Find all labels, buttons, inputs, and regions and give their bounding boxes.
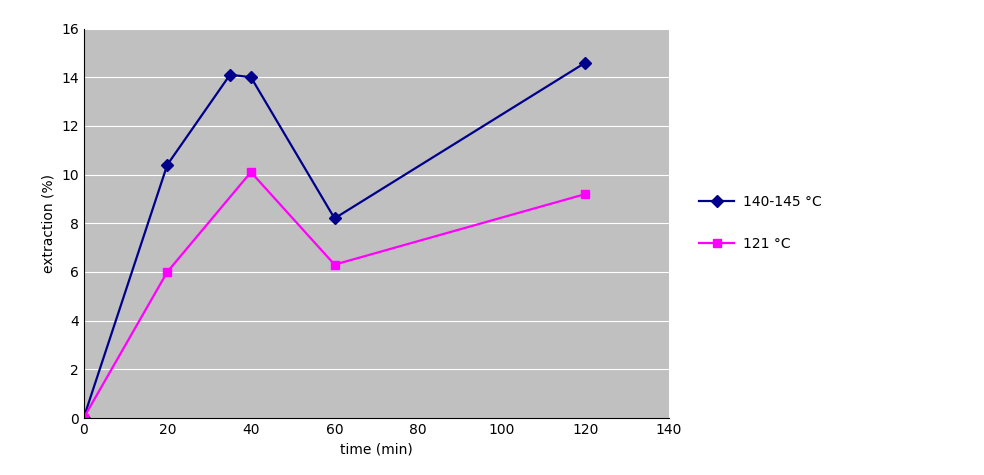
Line: 121 °C: 121 °C — [80, 168, 589, 422]
121 °C — [78, 415, 90, 421]
121 °C — [245, 169, 257, 175]
Line: 140-145 °C: 140-145 °C — [80, 58, 589, 422]
140-145 °C — [78, 415, 90, 421]
Legend: 140-145 °C, 121 °C: 140-145 °C, 121 °C — [700, 195, 822, 251]
X-axis label: time (min): time (min) — [340, 442, 412, 456]
Y-axis label: extraction (%): extraction (%) — [41, 174, 55, 273]
121 °C — [161, 269, 173, 275]
140-145 °C — [161, 162, 173, 168]
140-145 °C — [580, 60, 591, 66]
121 °C — [329, 262, 340, 267]
140-145 °C — [329, 216, 340, 221]
121 °C — [580, 191, 591, 197]
140-145 °C — [224, 72, 236, 77]
140-145 °C — [245, 74, 257, 80]
